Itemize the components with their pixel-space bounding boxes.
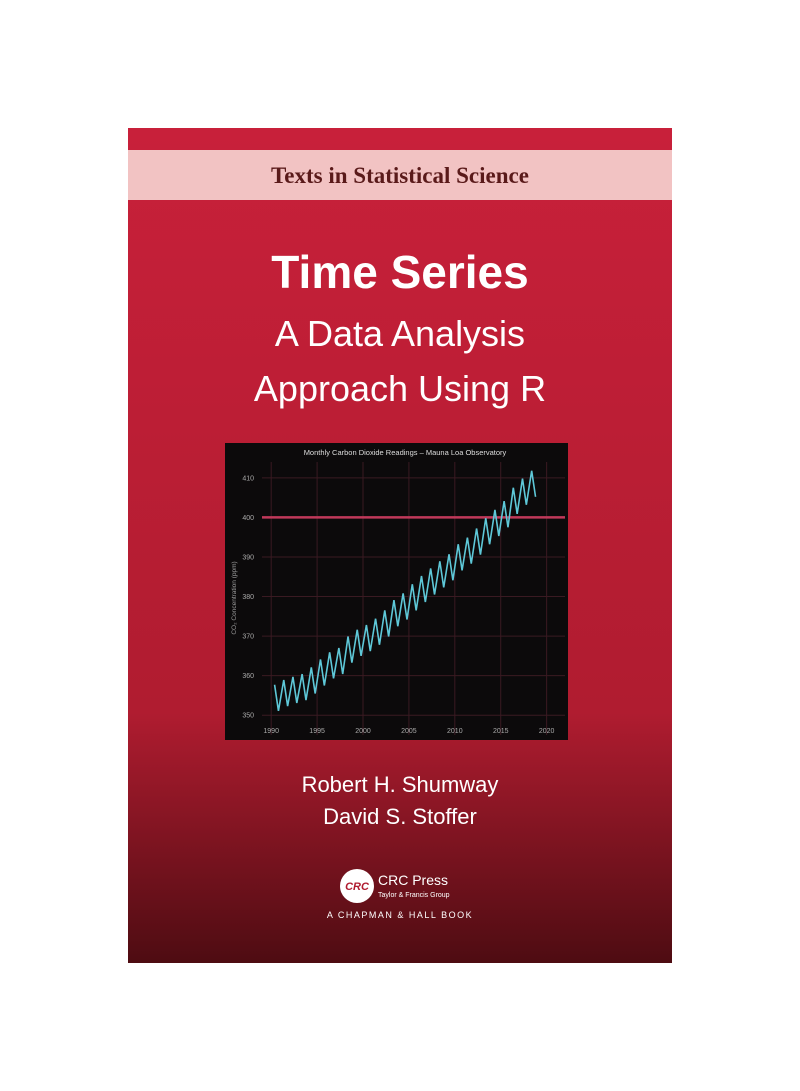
x-tick-label: 1995	[309, 728, 325, 735]
book-subtitle: Approach Using R	[254, 368, 546, 409]
y-tick-label: 400	[242, 515, 254, 522]
book-title: Time Series	[271, 246, 528, 298]
x-tick-label: 2000	[355, 728, 371, 735]
x-tick-label: 2020	[539, 728, 555, 735]
y-axis-label: CO₂ Concentration (ppm)	[231, 561, 238, 634]
y-tick-label: 390	[242, 554, 254, 561]
x-tick-label: 1990	[263, 728, 279, 735]
publisher-group: Taylor & Francis Group	[378, 892, 450, 899]
author: Robert H. Shumway	[302, 772, 499, 797]
y-tick-label: 410	[242, 475, 254, 482]
publisher-imprint: A CHAPMAN & HALL BOOK	[327, 910, 473, 920]
y-tick-label: 360	[242, 673, 254, 680]
author: David S. Stoffer	[323, 804, 477, 829]
publisher-logo	[340, 869, 374, 903]
y-tick-label: 370	[242, 634, 254, 641]
x-tick-label: 2005	[401, 728, 417, 735]
series-banner	[128, 150, 672, 200]
chart: Monthly Carbon Dioxide Readings – Mauna …	[225, 443, 568, 740]
x-tick-label: 2010	[447, 728, 463, 735]
series-label: Texts in Statistical Science	[271, 163, 529, 188]
x-tick-label: 2015	[493, 728, 509, 735]
chart-title: Monthly Carbon Dioxide Readings – Mauna …	[304, 448, 507, 457]
publisher-name: CRC Press	[378, 872, 448, 888]
publisher-logo-text: CRC	[345, 881, 370, 893]
data-line	[273, 470, 537, 712]
book-subtitle: A Data Analysis	[275, 313, 525, 354]
y-tick-label: 380	[242, 594, 254, 601]
y-tick-label: 350	[242, 713, 254, 720]
